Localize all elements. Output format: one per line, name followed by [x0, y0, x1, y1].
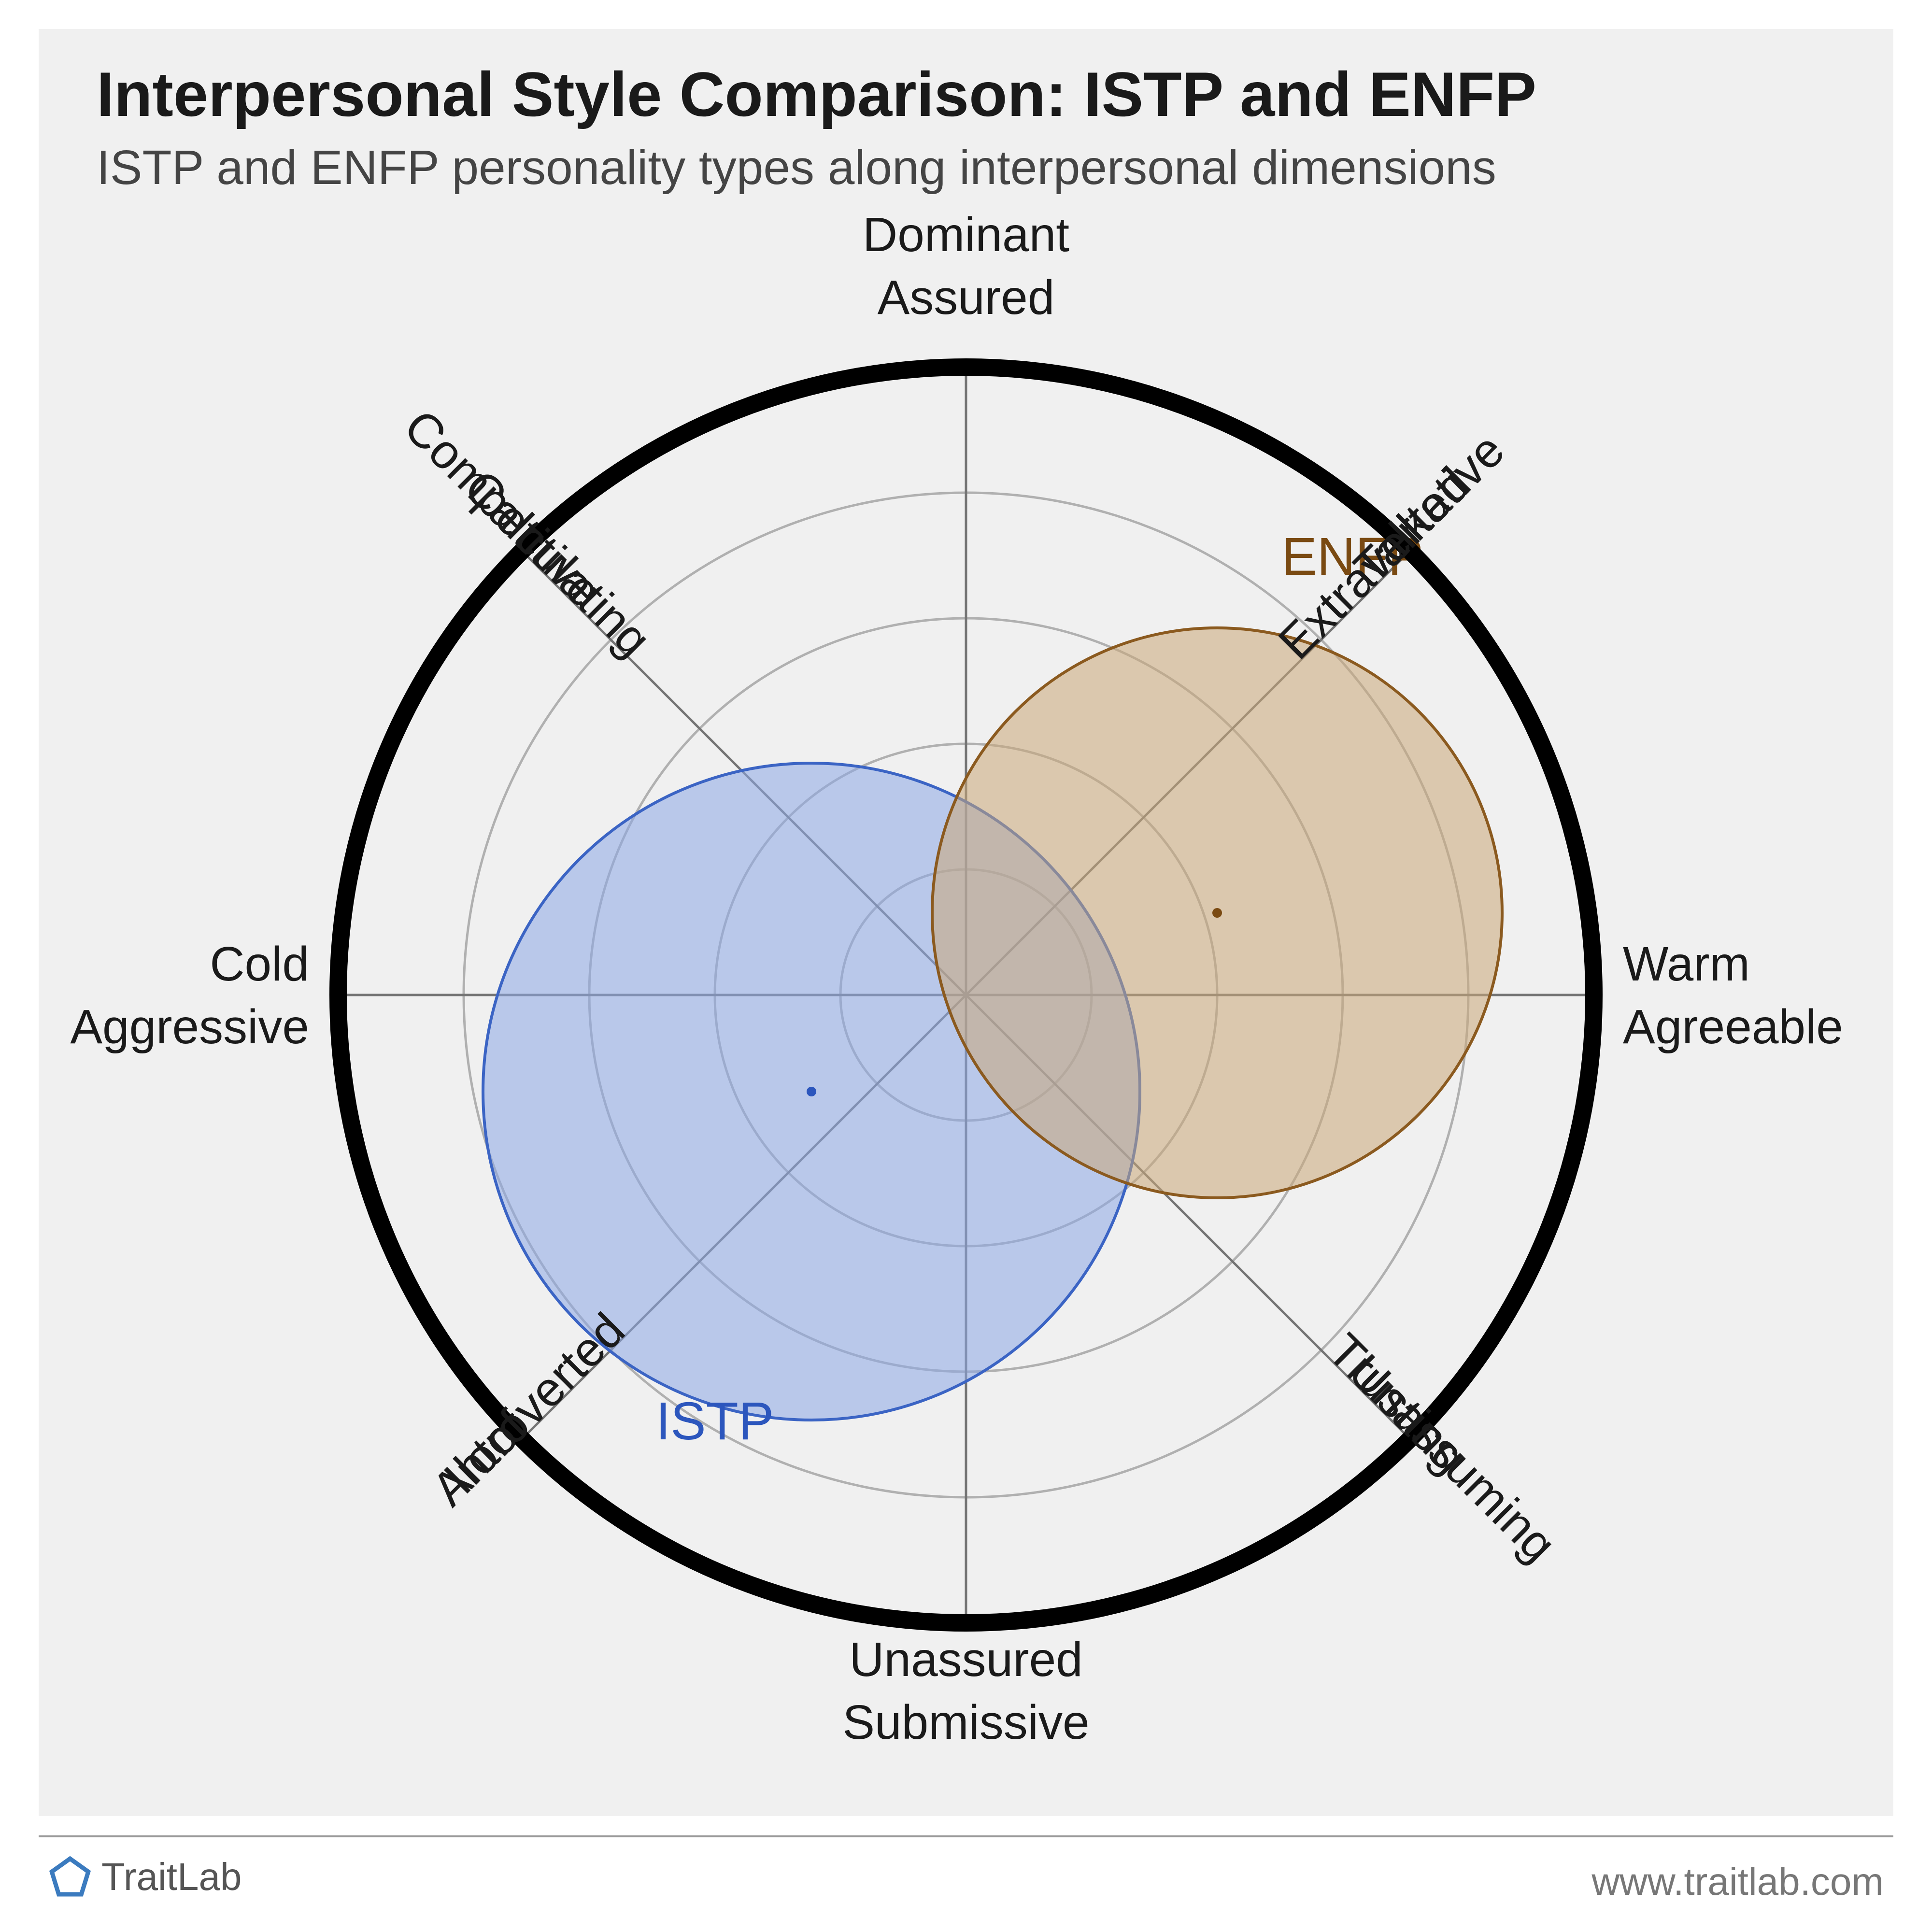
pole-label: Assured: [878, 270, 1055, 325]
pole-label: Agreeable: [1623, 1000, 1843, 1054]
pole-label: Dominant: [863, 208, 1069, 262]
footer-brand: TraitLab: [48, 1855, 242, 1899]
blob-label-ISTP: ISTP: [656, 1392, 774, 1451]
footer-url: www.traitlab.com: [1591, 1860, 1884, 1904]
pole-label: Cold: [210, 937, 309, 991]
pole-label: Unassured: [849, 1633, 1083, 1687]
pole-label: Calculating: [454, 460, 661, 667]
brand-text: TraitLab: [101, 1855, 242, 1899]
pole-label: Introverted: [434, 1303, 635, 1504]
pole-label: Aggressive: [70, 1000, 309, 1054]
circumplex-chart: ISTPENFPAssuredDominantTalkativeExtraver…: [39, 29, 1893, 1816]
pole-label: Warm: [1623, 937, 1750, 991]
pole-label: Submissive: [842, 1695, 1089, 1749]
chart-panel: Interpersonal Style Comparison: ISTP and…: [39, 29, 1893, 1816]
logo-icon: [48, 1855, 92, 1899]
footer-divider: [39, 1835, 1893, 1837]
